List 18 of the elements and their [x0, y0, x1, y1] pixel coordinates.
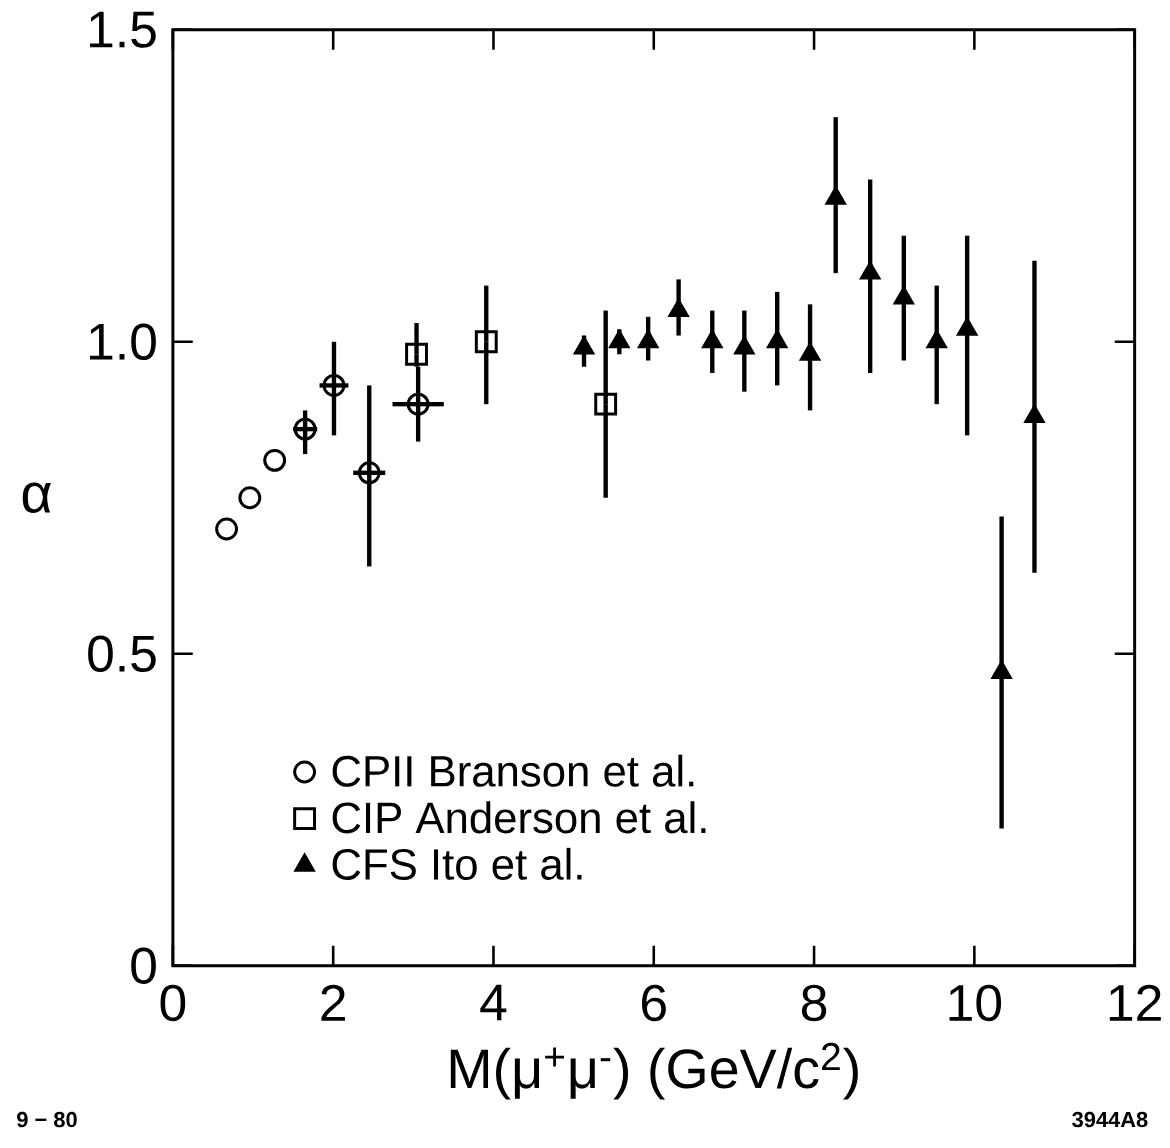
x-axis-title: M(μ$^{+}$μ$^{-}$) (GeV/c$^{2}$) [450, 1043, 858, 1100]
x-tick-label: 6 [642, 984, 666, 1022]
x-tick-label: 12 [1109, 984, 1161, 1021]
y-tick-label: 1.0 [90, 323, 156, 361]
y-tick-label: 1.5 [90, 11, 156, 49]
y-tick-label: 0.5 [88, 635, 156, 673]
y-tick-label: 0 [131, 947, 156, 985]
x-tick-label: 8 [801, 984, 827, 1022]
legend-label: CIP Anderson et al. [332, 801, 706, 834]
x-tick-label: 2 [321, 984, 345, 1021]
text: 9 − 80 [17, 1112, 77, 1128]
text: 3944A8 [1072, 1112, 1148, 1128]
x-tick-label: 0 [160, 984, 186, 1022]
legend-label: CFS Ito et al. [332, 848, 582, 881]
x-tick-label: 4 [480, 984, 507, 1021]
y-axis-title: α [22, 482, 51, 514]
legend-label: CPII Branson et al. [332, 754, 694, 788]
x-tick-label: 10 [949, 984, 1002, 1022]
